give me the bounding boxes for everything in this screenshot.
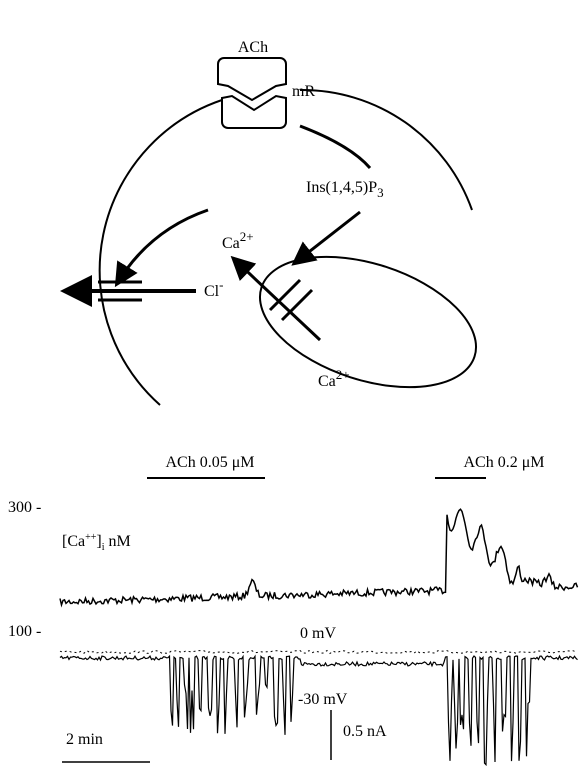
time-scale-label: 2 min bbox=[66, 731, 103, 748]
diagram: ACh mR Ins(1,4,5)P3 Ca2+ Ca2+ Cl- bbox=[60, 39, 478, 406]
current-scale-label: 0.5 nA bbox=[343, 723, 387, 740]
application-label: ACh 0.2 μM bbox=[463, 454, 544, 471]
receptor-label: mR bbox=[292, 83, 315, 100]
er-store bbox=[258, 255, 478, 389]
application-label: ACh 0.05 μM bbox=[165, 454, 254, 471]
calcium-label: Ca2+ bbox=[318, 367, 350, 390]
calcium-trace bbox=[59, 508, 579, 608]
calcium-label: Ca2+ bbox=[222, 229, 254, 252]
signal-path bbox=[299, 124, 372, 169]
calcium-axis-label: [Ca++]i nM bbox=[62, 532, 131, 553]
ip3-arrow bbox=[291, 210, 361, 266]
recordings: ACh 0.05 μM ACh 0.2 μM 300 - 100 - [Ca++… bbox=[8, 454, 579, 767]
voltage-label: 0 mV bbox=[300, 625, 336, 642]
cell-membrane bbox=[98, 99, 223, 406]
chloride-label: Cl- bbox=[204, 277, 223, 300]
zero-voltage-trace bbox=[59, 649, 577, 655]
channel bbox=[268, 278, 302, 312]
axis-label: 300 - bbox=[8, 499, 41, 516]
messenger-label: Ins(1,4,5)P3 bbox=[306, 179, 384, 200]
cell-membrane bbox=[299, 88, 473, 211]
axis-label: 100 - bbox=[8, 623, 41, 640]
acetylcholine bbox=[217, 57, 287, 102]
ligand-label: ACh bbox=[238, 39, 268, 56]
current-trace bbox=[59, 654, 578, 767]
calcium-arrow bbox=[114, 208, 209, 288]
voltage-label: -30 mV bbox=[298, 691, 348, 708]
receptor bbox=[221, 94, 287, 129]
channel bbox=[280, 288, 314, 322]
calcium-arrow bbox=[230, 255, 322, 342]
